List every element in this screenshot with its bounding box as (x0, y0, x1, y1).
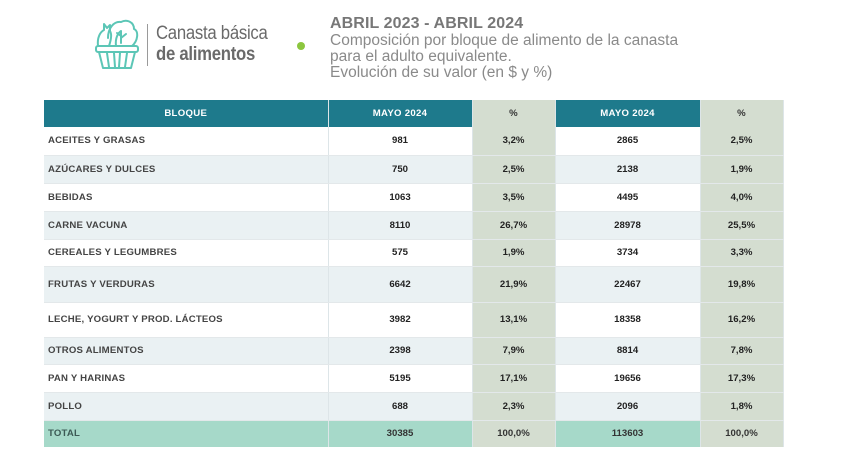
table-header-row: BLOQUE MAYO 2024 % MAYO 2024 % (44, 100, 784, 127)
cell-pct-2: 16,2% (700, 302, 784, 338)
cell-total-pct-2: 100,0% (700, 420, 784, 447)
cell-value-1: 5195 (328, 364, 473, 393)
table-row: ACEITES Y GRASAS 981 3,2% 2865 2,5% (44, 127, 784, 156)
basket-vegetables-icon (95, 19, 139, 69)
column-header-value-1: MAYO 2024 (328, 100, 473, 127)
cell-value-1: 3982 (328, 302, 473, 338)
cell-pct-2: 3,3% (700, 239, 784, 267)
cell-value-2: 2138 (555, 155, 701, 184)
cell-pct-2: 1,8% (700, 392, 784, 421)
cell-bloque: FRUTAS Y VERDURAS (44, 266, 329, 303)
cell-bloque: ACEITES Y GRASAS (44, 127, 329, 156)
composition-table: BLOQUE MAYO 2024 % MAYO 2024 % ACEITES Y… (44, 100, 784, 447)
cell-value-2: 28978 (555, 211, 701, 240)
cell-pct-1: 3,2% (472, 127, 556, 156)
cell-value-2: 8814 (555, 337, 701, 365)
cell-pct-2: 2,5% (700, 127, 784, 156)
cell-pct-2: 17,3% (700, 364, 784, 393)
cell-pct-2: 4,0% (700, 183, 784, 212)
cell-value-1: 981 (328, 127, 473, 156)
table-row: POLLO 688 2,3% 2096 1,8% (44, 392, 784, 421)
table-row: AZÚCARES Y DULCES 750 2,5% 2138 1,9% (44, 155, 784, 184)
logo-divider (147, 24, 148, 66)
logo-text-line2: de alimentos (156, 44, 256, 65)
cell-total-pct-1: 100,0% (472, 420, 556, 447)
cell-pct-2: 19,8% (700, 266, 784, 303)
column-header-pct-1: % (472, 100, 556, 127)
cell-value-1: 575 (328, 239, 473, 267)
subtitle-line-3: Evolución de su valor (en $ y %) (330, 64, 553, 81)
cell-pct-1: 7,9% (472, 337, 556, 365)
cell-pct-1: 1,9% (472, 239, 556, 267)
cell-pct-2: 25,5% (700, 211, 784, 240)
column-header-value-2: MAYO 2024 (555, 100, 701, 127)
cell-pct-1: 26,7% (472, 211, 556, 240)
cell-value-1: 6642 (328, 266, 473, 303)
period-title: ABRIL 2023 - ABRIL 2024 (330, 15, 524, 32)
column-header-bloque: BLOQUE (44, 100, 329, 127)
cell-pct-1: 21,9% (472, 266, 556, 303)
subtitle-line-2: para el adulto equivalente. (330, 48, 512, 65)
table-row: PAN Y HARINAS 5195 17,1% 19656 17,3% (44, 364, 784, 393)
column-header-pct-2: % (700, 100, 784, 127)
subtitle-line-1: Composición por bloque de alimento de la… (330, 32, 679, 49)
table-row: OTROS ALIMENTOS 2398 7,9% 8814 7,8% (44, 337, 784, 365)
cell-bloque: LECHE, YOGURT Y PROD. LÁCTEOS (44, 302, 329, 338)
cell-value-2: 19656 (555, 364, 701, 393)
cell-value-2: 4495 (555, 183, 701, 212)
table-total-row: TOTAL 30385 100,0% 113603 100,0% (44, 420, 784, 447)
cell-total-value-1: 30385 (328, 420, 473, 447)
table-row: BEBIDAS 1063 3,5% 4495 4,0% (44, 183, 784, 212)
cell-pct-1: 13,1% (472, 302, 556, 338)
cell-value-1: 2398 (328, 337, 473, 365)
table-row: FRUTAS Y VERDURAS 6642 21,9% 22467 19,8% (44, 266, 784, 303)
cell-total-value-2: 113603 (555, 420, 701, 447)
logo: Canasta básica de alimentos (94, 16, 274, 72)
cell-value-1: 750 (328, 155, 473, 184)
cell-value-2: 22467 (555, 266, 701, 303)
cell-bloque: BEBIDAS (44, 183, 329, 212)
logo-text-line1: Canasta básica (156, 23, 268, 44)
cell-bloque: AZÚCARES Y DULCES (44, 155, 329, 184)
cell-bloque: CARNE VACUNA (44, 211, 329, 240)
table-row: CEREALES Y LEGUMBRES 575 1,9% 3734 3,3% (44, 239, 784, 267)
cell-value-2: 2096 (555, 392, 701, 421)
cell-pct-1: 17,1% (472, 364, 556, 393)
cell-value-1: 8110 (328, 211, 473, 240)
table-row: LECHE, YOGURT Y PROD. LÁCTEOS 3982 13,1%… (44, 302, 784, 338)
cell-value-2: 18358 (555, 302, 701, 338)
cell-value-1: 688 (328, 392, 473, 421)
cell-bloque: CEREALES Y LEGUMBRES (44, 239, 329, 267)
cell-total-label: TOTAL (44, 420, 329, 447)
cell-value-1: 1063 (328, 183, 473, 212)
bullet-dot-icon (297, 42, 305, 50)
cell-pct-2: 7,8% (700, 337, 784, 365)
cell-pct-1: 2,3% (472, 392, 556, 421)
cell-bloque: OTROS ALIMENTOS (44, 337, 329, 365)
cell-value-2: 3734 (555, 239, 701, 267)
cell-pct-2: 1,9% (700, 155, 784, 184)
cell-bloque: PAN Y HARINAS (44, 364, 329, 393)
cell-pct-1: 2,5% (472, 155, 556, 184)
headline: ABRIL 2023 - ABRIL 2024 Composición por … (330, 15, 770, 81)
table-row: CARNE VACUNA 8110 26,7% 28978 25,5% (44, 211, 784, 240)
cell-value-2: 2865 (555, 127, 701, 156)
cell-pct-1: 3,5% (472, 183, 556, 212)
cell-bloque: POLLO (44, 392, 329, 421)
